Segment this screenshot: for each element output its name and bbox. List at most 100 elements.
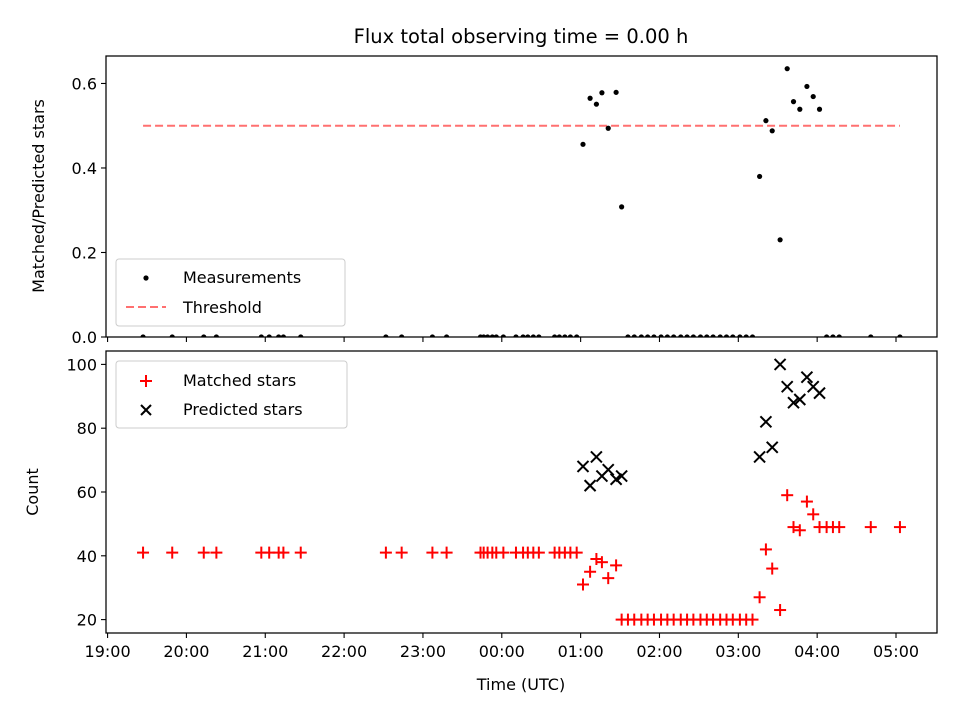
bottom-x-tick-label: 21:00 [242, 642, 288, 661]
bottom-legend-box [115, 360, 348, 429]
measurement-point [690, 334, 696, 337]
measurement-point [717, 334, 723, 337]
top-legend-box [115, 258, 346, 327]
measurement-point [658, 334, 664, 337]
measurement-point [710, 334, 716, 337]
measurement-point [804, 83, 810, 90]
matched-star-point [893, 521, 906, 534]
bottom-y-tick-label: 80 [77, 419, 97, 438]
matched-star-point [595, 556, 608, 569]
predicted-star-points [576, 358, 826, 492]
measurement-point [697, 334, 704, 337]
measurement-point [664, 334, 670, 337]
measurement-point [536, 334, 542, 337]
bottom-x-tick-label: 04:00 [794, 642, 840, 661]
measurement-point [493, 334, 499, 337]
measurement-point [276, 334, 282, 337]
matched-star-point [833, 521, 846, 534]
matched-star-point [395, 546, 408, 559]
predicted-star-point [753, 450, 766, 464]
measurement-point [258, 334, 264, 337]
measurement-point [399, 334, 405, 337]
measurement-point [784, 66, 790, 72]
matched-star-point [602, 572, 615, 585]
matched-star-point [774, 604, 787, 617]
bottom-x-tick-label: 20:00 [163, 642, 209, 661]
measurement-point [769, 128, 775, 134]
predicted-star-point [780, 380, 794, 393]
matched-star-point [584, 565, 597, 578]
measurement-point [489, 334, 495, 337]
measurement-point [730, 334, 736, 337]
matched-star-point [294, 546, 307, 559]
legend-predicted-label: Predicted stars [183, 400, 303, 419]
measurement-point [574, 334, 580, 337]
predicted-star-point [576, 460, 590, 473]
bottom-legend: Matched stars Predicted stars [115, 360, 348, 429]
matched-star-point [766, 562, 779, 575]
measurement-point [737, 334, 743, 337]
predicted-star-point [590, 450, 603, 464]
matched-star-point [570, 546, 583, 559]
measurement-point [631, 334, 637, 337]
predicted-star-point [800, 370, 814, 384]
top-chart-title: Flux total observing time = 0.00 h [354, 25, 689, 48]
matched-star-point [864, 521, 877, 534]
predicted-star-point [773, 358, 787, 371]
legend-threshold-label: Threshold [182, 298, 262, 317]
matched-star-point [590, 552, 603, 565]
matched-star-point [210, 546, 223, 559]
measurement-point [613, 89, 619, 95]
measurement-point [513, 334, 519, 337]
matched-star-point [426, 546, 439, 559]
measurement-point [298, 334, 304, 337]
bottom-x-tick-label: 02:00 [636, 642, 682, 661]
bottom-y-ticks: 20 40 60 80 100 [66, 355, 106, 630]
bottom-x-tick-label: 19:00 [85, 642, 131, 661]
bottom-x-ticks: 19:00 20:00 21:00 22:00 23:00 00:00 01:00 02:00… [85, 633, 919, 661]
bottom-x-tick-label: 03:00 [715, 642, 761, 661]
bottom-x-tick-label: 23:00 [400, 642, 446, 661]
top-y-tick-label: 0.2 [72, 243, 97, 262]
measurement-point [810, 93, 816, 100]
measurement-point [763, 118, 769, 124]
measurement-point [619, 204, 625, 210]
matched-star-point [440, 546, 453, 559]
matched-star-point [197, 546, 210, 559]
predicted-star-point [793, 393, 807, 406]
measurement-point [777, 237, 783, 243]
matched-star-point [277, 546, 290, 559]
matched-star-point [576, 578, 589, 591]
measurement-point [599, 90, 605, 96]
matched-star-point [379, 546, 392, 559]
predicted-star-point [787, 396, 800, 409]
measurement-points [140, 66, 903, 337]
measurement-point [484, 334, 491, 337]
measurement-point [605, 125, 611, 131]
top-panel: Flux total observing time = 0.00 h Match… [29, 25, 938, 347]
measurement-point [213, 334, 219, 337]
predicted-star-point [615, 469, 628, 483]
measurement-point [530, 334, 536, 337]
measurement-point [757, 173, 763, 180]
measurement-point [429, 334, 436, 337]
measurement-point [704, 334, 710, 337]
measurement-point [897, 334, 903, 337]
measurement-point [280, 334, 286, 337]
top-x-ticks [107, 337, 897, 342]
matched-star-points [137, 489, 906, 626]
measurement-point [684, 334, 690, 337]
bottom-x-tick-label: 00:00 [479, 642, 525, 661]
matched-star-point [746, 613, 759, 626]
measurement-point [645, 334, 651, 337]
measurement-point [868, 334, 874, 337]
measurement-point [836, 334, 842, 337]
bottom-x-axis-label: Time (UTC) [476, 675, 565, 694]
bottom-y-tick-label: 40 [77, 547, 97, 566]
bottom-x-tick-label: 22:00 [321, 642, 367, 661]
top-y-ticks: 0.0 0.2 0.4 0.6 [72, 74, 106, 347]
bottom-x-tick-label: 01:00 [558, 642, 604, 661]
measurement-point [562, 334, 568, 337]
measurement-point [556, 334, 562, 337]
top-y-axis-label: Matched/Predicted stars [29, 99, 48, 293]
